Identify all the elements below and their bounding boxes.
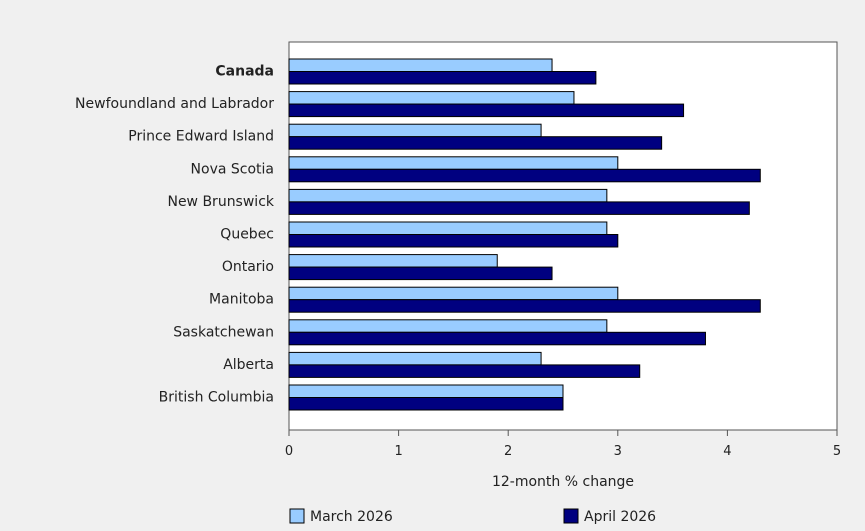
bar-newfoundland-and-labrador-march-2026 xyxy=(288,91,575,105)
category-label-canada: Canada xyxy=(215,64,274,80)
legend-swatch-march xyxy=(289,508,305,524)
category-label-ontario: Ontario xyxy=(222,259,274,275)
bar-nova-scotia-april-2026 xyxy=(288,168,761,183)
bar-quebec-april-2026 xyxy=(288,234,619,248)
bar-newfoundland-and-labrador-april-2026 xyxy=(288,103,685,118)
legend-label-march: March 2026 xyxy=(310,509,393,525)
bar-ontario-march-2026 xyxy=(288,254,498,268)
category-label-nova-scotia: Nova Scotia xyxy=(191,161,274,177)
legend: March 2026 April 2026 xyxy=(289,508,656,525)
bar-british-columbia-march-2026 xyxy=(288,384,564,398)
bar-ontario-april-2026 xyxy=(288,266,553,281)
category-label-manitoba: Manitoba xyxy=(209,292,274,308)
bar-alberta-april-2026 xyxy=(288,364,641,378)
x-tick-label-1: 1 xyxy=(394,444,402,459)
category-label-newfoundland-and-labrador: Newfoundland and Labrador xyxy=(75,96,274,112)
legend-swatch-april xyxy=(563,508,579,524)
bar-canada-april-2026 xyxy=(288,71,597,85)
bar-manitoba-april-2026 xyxy=(288,299,761,313)
bar-canada-march-2026 xyxy=(288,58,553,72)
bar-prince-edward-island-april-2026 xyxy=(288,136,663,150)
bar-new-brunswick-april-2026 xyxy=(288,201,750,215)
bar-saskatchewan-march-2026 xyxy=(288,319,608,333)
x-tick-label-0: 0 xyxy=(285,444,293,459)
category-label-british-columbia: British Columbia xyxy=(159,390,274,406)
x-axis: 0 1 2 3 4 5 xyxy=(285,430,841,459)
x-tick-label-5: 5 xyxy=(833,444,841,459)
x-tick-label-4: 4 xyxy=(723,444,731,459)
bar-saskatchewan-april-2026 xyxy=(288,331,706,346)
bar-prince-edward-island-march-2026 xyxy=(288,123,542,138)
category-label-alberta: Alberta xyxy=(223,357,274,373)
category-label-new-brunswick: New Brunswick xyxy=(167,194,274,210)
category-label-prince-edward-island: Prince Edward Island xyxy=(128,129,274,145)
x-axis-title: 12-month % change xyxy=(492,474,634,490)
bar-nova-scotia-march-2026 xyxy=(288,156,619,170)
x-tick-label-3: 3 xyxy=(614,444,622,459)
category-label-saskatchewan: Saskatchewan xyxy=(173,324,274,340)
legend-label-april: April 2026 xyxy=(584,509,656,525)
category-label-quebec: Quebec xyxy=(220,227,274,243)
x-tick-label-2: 2 xyxy=(504,444,512,459)
bar-british-columbia-april-2026 xyxy=(288,397,564,411)
bar-new-brunswick-march-2026 xyxy=(288,188,608,203)
bar-manitoba-march-2026 xyxy=(288,286,619,301)
bar-quebec-march-2026 xyxy=(288,221,608,235)
bar-alberta-march-2026 xyxy=(288,351,542,366)
